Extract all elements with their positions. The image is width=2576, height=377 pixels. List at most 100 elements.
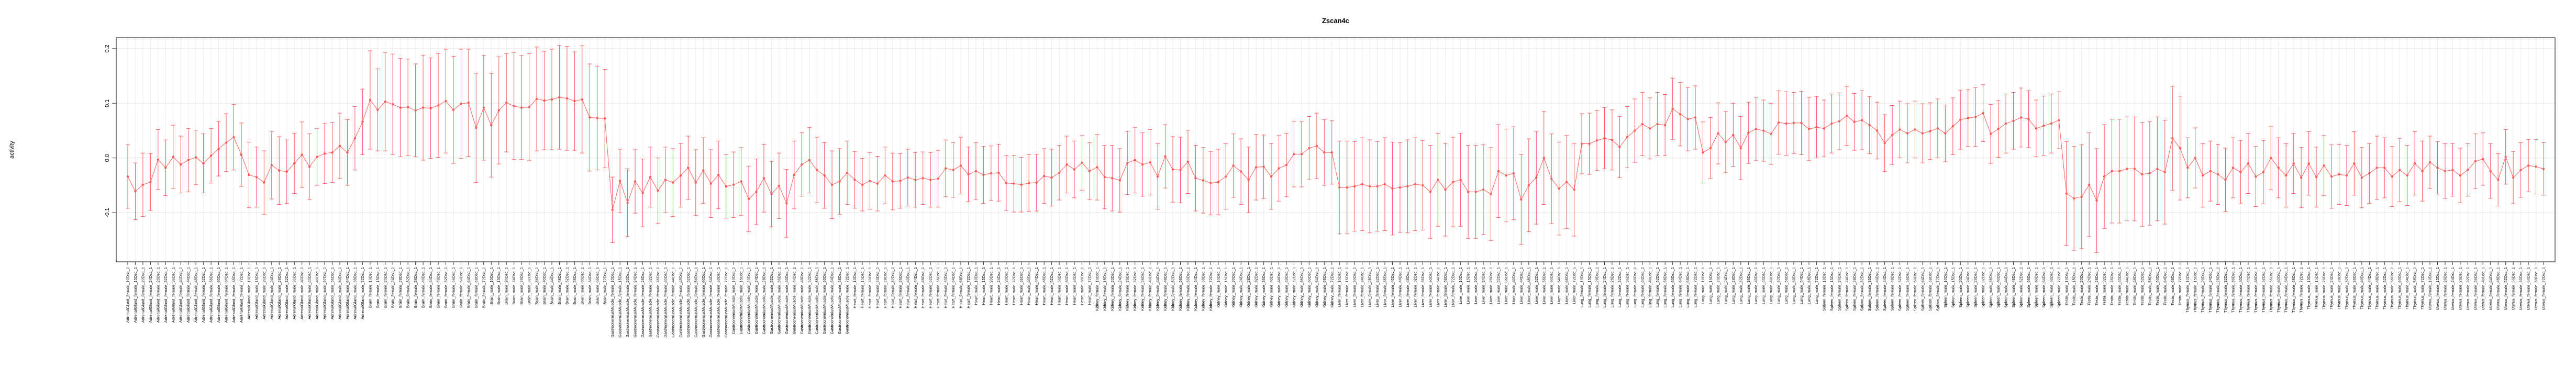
x-tick-label: GastrocnemiusMuscle_male_72Dsc_1 [845,267,850,334]
x-tick-label: Kidney_male_24Dsc_1 [1239,267,1243,307]
data-point [1929,130,1931,132]
x-tick-label: AdrenalGland_female_32Dsc_1 [163,267,168,323]
x-tick-label: AdrenalGland_male_15Dsc_1 [254,267,259,319]
x-tick-label: Heart_female_32Dsc_1 [890,267,895,308]
data-point [399,106,402,109]
x-tick-label: Heart_male_20Dsc_1 [989,267,993,305]
data-point [285,170,288,173]
data-point [2277,167,2280,169]
x-tick-label: Liver_male_60Dsc_1 [1549,267,1554,304]
data-point [2126,168,2128,170]
data-point [921,177,924,180]
data-point [301,153,303,156]
x-tick-label: Brain_female_32Dsc_1 [406,267,410,308]
x-tick-label: Brain_male_32Dsc_1 [527,267,531,305]
data-point [2353,162,2356,165]
data-point [316,156,318,158]
data-point [2375,167,2378,169]
x-tick-label: Lung_female_56Dsc_1 [1663,267,1668,307]
x-tick-label: Kidney_male_15Dsc_1 [1224,267,1228,307]
x-tick-label: Brain_male_52Dsc_1 [564,267,569,305]
x-tick-label: Heart_male_52Dsc_1 [1049,267,1054,305]
data-point [702,169,705,172]
y-tick-label: 0.1 [104,99,110,107]
x-tick-label: Brain_female_48Dsc_1 [436,267,441,308]
data-point [1830,122,1833,125]
data-point [2519,169,2522,171]
data-point [1262,165,1265,168]
data-point [967,173,970,176]
data-point [1603,137,1606,140]
data-point [157,158,160,161]
data-point [2216,173,2219,176]
x-tick-label: Lung_female_32Dsc_1 [1617,267,1622,307]
data-point [1050,176,1053,179]
x-tick-label: Heart_female_44Dsc_1 [913,267,918,308]
x-tick-label: Uterus_female_36Dsc_1 [2473,267,2478,311]
x-tick-label: Heart_female_28Dsc_1 [883,267,887,308]
data-point [323,152,326,155]
data-point [785,202,788,205]
data-point [338,145,341,147]
data-point [1792,121,1795,125]
x-tick-label: Spleen_male_60Dsc_1 [2034,267,2038,308]
x-tick-label: Heart_male_10Dsc_1 [973,267,978,305]
data-point [1777,121,1780,124]
x-tick-label: Uterus_female_68Dsc_1 [2534,267,2538,311]
x-tick-label: Testis_male_56Dsc_1 [2147,267,2152,305]
data-point [2239,171,2242,173]
data-point [1202,179,1205,182]
data-point [2171,137,2174,140]
x-tick-label: Spleen_female_68Dsc_1 [1928,267,1933,311]
data-point [1982,112,1984,115]
x-tick-label: Spleen_female_28Dsc_1 [1852,267,1857,311]
data-point [1663,124,1667,127]
data-point [1323,151,1326,154]
x-tick-label: Kidney_female_15Dsc_1 [1102,267,1107,311]
data-point [172,156,174,158]
x-tick-label: Spleen_male_32Dsc_1 [1981,267,1985,308]
data-point [1686,118,1689,120]
data-point [1353,185,1356,188]
data-point [1565,181,1568,183]
x-tick-label: Liver_female_52Dsc_1 [1413,267,1417,307]
data-point [816,169,818,171]
x-tick-label: Brain_male_40Dsc_1 [542,267,547,305]
data-point [414,109,417,112]
data-point [1330,151,1333,154]
data-point [596,117,598,119]
x-tick-label: Testis_male_28Dsc_1 [2094,267,2099,305]
y-axis-label: activity [9,141,15,159]
data-point [1467,191,1470,193]
data-point [793,173,796,176]
data-point [1611,139,1614,141]
x-tick-label: AdrenalGland_female_36Dsc_1 [171,267,175,323]
x-tick-label: Brain_female_24Dsc_1 [391,267,395,308]
x-tick-label: Lung_female_24Dsc_1 [1602,267,1607,307]
x-tick-label: Kidney_female_48Dsc_1 [1163,267,1168,311]
x-tick-label: Liver_male_15Dsc_1 [1466,267,1471,304]
x-tick-label: Spleen_male_40Dsc_1 [1996,267,2001,308]
data-point [1883,142,1886,145]
series-line-group [127,97,2544,210]
data-point [1875,129,1879,132]
x-tick-label: Heart_female_20Dsc_1 [868,267,872,308]
data-point [2542,168,2545,170]
data-point [482,106,485,109]
data-point [346,151,349,154]
x-tick-label: Testis_male_20Dsc_1 [2079,267,2084,305]
x-tick-label: Spleen_male_20Dsc_1 [1958,267,1963,308]
data-point [937,178,939,180]
x-tick-label: Testis_male_48Dsc_1 [2132,267,2137,305]
data-point [2088,183,2091,186]
data-point [1823,127,1826,130]
data-point [1300,153,1303,156]
data-point [308,165,311,168]
data-point [1694,116,1697,119]
x-tick-label: Liver_female_40Dsc_1 [1390,267,1395,307]
x-tick-label: Liver_female_60Dsc_1 [1428,267,1433,307]
data-point [1186,160,1190,163]
x-tick-label: Uterus_female_10Dsc_1 [2428,267,2433,311]
x-tick-label: Kidney_male_48Dsc_1 [1284,267,1289,307]
